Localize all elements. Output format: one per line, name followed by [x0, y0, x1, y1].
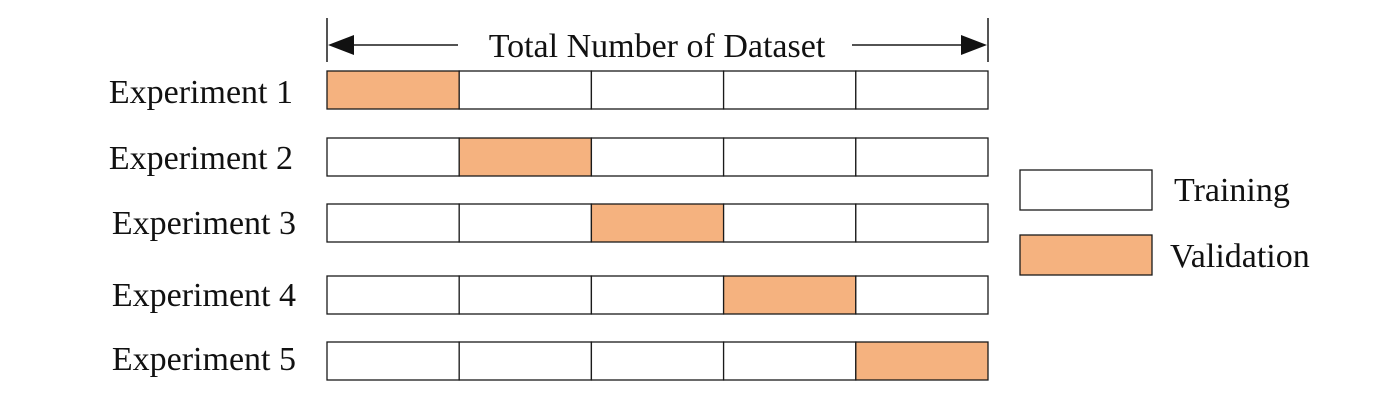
dataset-span-indicator: Total Number of Dataset: [326, 18, 989, 65]
experiment-row: Experiment 2: [109, 137, 989, 177]
training-fold-cell: [326, 137, 460, 177]
validation-fold-cell: [855, 341, 989, 381]
experiment-row: Experiment 3: [112, 203, 989, 243]
legend: Training Validation: [1019, 169, 1310, 276]
experiment-row: Experiment 1: [109, 70, 989, 111]
training-fold-cell: [458, 203, 593, 243]
training-fold-cell: [855, 137, 989, 177]
experiment-rows: Experiment 1 Experiment 2 Experiment 3 E…: [109, 70, 989, 381]
training-fold-cell: [722, 203, 857, 243]
fold-cells: [326, 275, 989, 315]
training-fold-cell: [855, 275, 989, 315]
experiment-row: Experiment 4: [112, 275, 989, 315]
validation-fold-cell: [458, 137, 593, 177]
fold-cells: [326, 70, 989, 110]
fold-cells: [326, 341, 989, 381]
experiment-label: Experiment 3: [112, 205, 296, 242]
experiment-label: Experiment 4: [112, 277, 296, 314]
fold-cells: [326, 203, 989, 243]
legend-training-swatch: [1019, 169, 1153, 211]
experiment-label: Experiment 2: [109, 140, 293, 177]
experiment-label: Experiment 1: [109, 74, 293, 111]
training-fold-cell: [722, 341, 857, 381]
training-fold-cell: [326, 341, 460, 381]
training-fold-cell: [590, 275, 725, 315]
training-fold-cell: [855, 203, 989, 243]
training-fold-cell: [590, 341, 725, 381]
training-fold-cell: [855, 70, 989, 110]
training-fold-cell: [458, 275, 593, 315]
training-fold-cell: [458, 341, 593, 381]
span-label: Total Number of Dataset: [489, 28, 826, 65]
legend-validation-label: Validation: [1170, 238, 1310, 275]
experiment-label: Experiment 5: [112, 341, 296, 378]
training-fold-cell: [722, 137, 857, 177]
training-fold-cell: [722, 70, 857, 110]
fold-cells: [326, 137, 989, 177]
span-arrowhead-right: [961, 35, 987, 55]
legend-training-label: Training: [1174, 172, 1290, 209]
legend-validation-swatch: [1019, 234, 1153, 276]
span-arrowhead-left: [328, 35, 354, 55]
training-fold-cell: [326, 203, 460, 243]
training-fold-cell: [590, 70, 725, 110]
training-fold-cell: [326, 275, 460, 315]
validation-fold-cell: [722, 275, 857, 315]
experiment-row: Experiment 5: [112, 341, 989, 381]
validation-fold-cell: [590, 203, 725, 243]
validation-fold-cell: [326, 70, 460, 110]
training-fold-cell: [458, 70, 593, 110]
training-fold-cell: [590, 137, 725, 177]
